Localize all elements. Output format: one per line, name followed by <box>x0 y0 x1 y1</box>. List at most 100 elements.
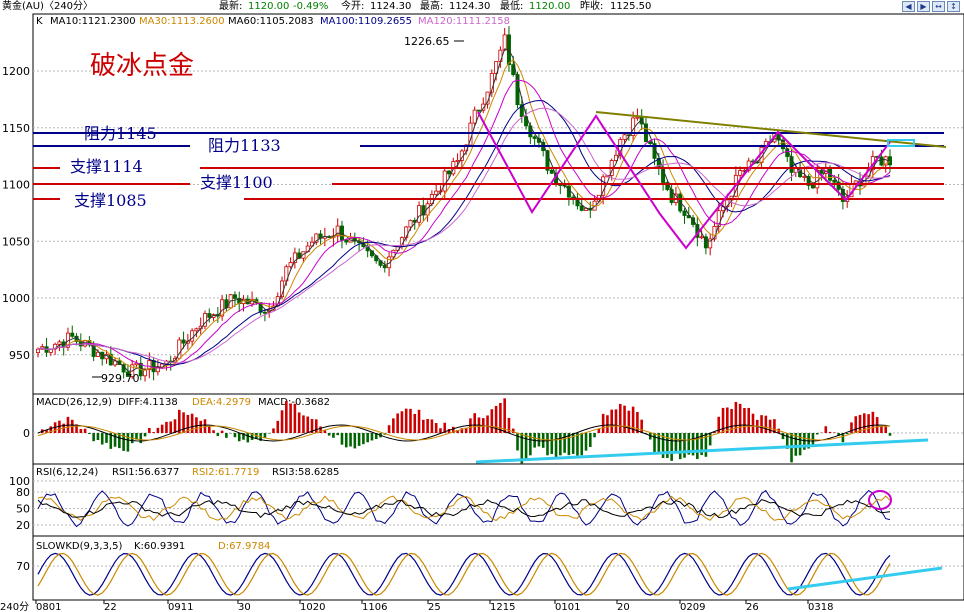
rsi-y-tick-50: 50 <box>16 503 30 516</box>
support-1100-label: 支撑1100 <box>200 173 273 192</box>
latest-value: 1120.00 <box>248 1 290 12</box>
kd-d-line <box>37 552 891 596</box>
y-tick-1200: 1200 <box>2 65 30 78</box>
candle-body <box>314 233 319 243</box>
open-label: 今开: <box>341 1 365 12</box>
rsi-y-tick-20: 20 <box>16 519 30 532</box>
change-value: -0.49% <box>293 1 329 12</box>
candle-body <box>194 328 199 332</box>
candle-body <box>708 238 713 249</box>
expand-icon[interactable]: ↔ <box>932 1 945 12</box>
candle-body <box>134 362 139 366</box>
candle-body <box>699 236 704 239</box>
macd-y-tick: 0 <box>23 427 30 440</box>
support-1085-label: 支撑1085 <box>74 191 147 210</box>
ma30-line <box>37 59 891 371</box>
peak-label: 1226.65 <box>404 35 450 48</box>
x-tick-20: 20 <box>617 602 630 612</box>
zoom-icon[interactable]: ↕ <box>947 1 960 12</box>
candle-body <box>434 190 439 195</box>
candle-body <box>618 139 623 156</box>
scroll-right-icon[interactable]: ▶ <box>917 1 930 12</box>
ma30-label: MA30:1113.2600 <box>139 16 225 27</box>
chart-title: 破冰点金 <box>90 51 194 81</box>
candle-body <box>408 220 413 228</box>
x-tick-1020: 1020 <box>300 602 325 612</box>
rsi-line-2 <box>37 495 891 522</box>
y-tick-1150: 1150 <box>2 122 30 135</box>
quote-header: 黄金(AU)〈240分〉 最新: 1120.00 -0.49% 今开: 1124… <box>0 0 964 14</box>
candle-body <box>481 103 486 111</box>
x-tick-1106: 1106 <box>362 602 387 612</box>
scroll-left-icon[interactable]: ◀ <box>902 1 915 12</box>
candle-body <box>220 299 225 317</box>
dea-line <box>37 425 891 441</box>
support-1114-label: 支撑1114 <box>70 157 143 176</box>
resistance-1145-label: 阻力1145 <box>84 124 157 143</box>
prev-close-value: 1125.50 <box>610 1 652 12</box>
candle-body <box>447 170 452 175</box>
kd-y-tick: 70 <box>16 560 30 573</box>
rsi-y-tick-80: 80 <box>16 486 30 499</box>
candle-body <box>571 196 576 199</box>
x-tick-30: 30 <box>238 602 251 612</box>
ma100-line <box>37 99 891 366</box>
candle-body <box>738 170 743 176</box>
macd-label: MACD(26,12,9) <box>36 397 112 408</box>
candle-body <box>489 72 494 93</box>
candle-body <box>382 264 387 269</box>
x-tick-0801: 0801 <box>36 602 61 612</box>
trough-label: 929.70 <box>101 372 140 385</box>
x-tick-0318: 0318 <box>808 602 833 612</box>
rsi-y-tick-100: 100 <box>9 475 30 488</box>
candle-body <box>95 351 100 357</box>
candle-body <box>113 360 118 366</box>
candle-body <box>502 34 507 51</box>
x-axis-unit: 240分 <box>0 601 29 612</box>
candles <box>36 26 893 382</box>
candle-body <box>549 169 554 174</box>
kd-series <box>37 552 891 596</box>
ma120-line <box>37 107 891 364</box>
candle-body <box>665 182 670 190</box>
candle-body <box>151 360 156 373</box>
candle-body <box>442 170 447 192</box>
kd-k-line <box>37 552 891 596</box>
prev-close-label: 昨收: <box>580 1 604 12</box>
price-grid <box>33 70 964 356</box>
candle-body <box>335 225 340 237</box>
latest-label: 最新: <box>219 1 243 12</box>
candle-body <box>682 210 687 216</box>
candle-body <box>70 332 75 337</box>
candle-body <box>669 189 674 203</box>
candle-body <box>648 141 653 145</box>
macd-series <box>36 398 892 464</box>
candle-body <box>810 185 815 189</box>
candle-body <box>802 176 807 178</box>
x-tick-1215: 1215 <box>490 602 515 612</box>
candle-body <box>532 136 537 139</box>
candle-body <box>888 156 893 166</box>
open-value: 1124.30 <box>370 1 412 12</box>
kd-label: SLOWKD(9,3,3,5) <box>36 541 122 552</box>
x-tick-0101: 0101 <box>555 602 580 612</box>
diff-line <box>37 424 891 442</box>
rsi2-label: RSI2:61.7719 <box>192 467 259 478</box>
ma60-label: MA60:1105.2083 <box>228 16 314 27</box>
candle-body <box>421 205 426 216</box>
low-value: 1120.00 <box>529 1 571 12</box>
candle-body <box>472 109 477 124</box>
candle-body <box>202 313 207 327</box>
candle-body <box>494 61 499 74</box>
x-tick-26: 26 <box>746 602 759 612</box>
kd-trendline <box>787 566 943 591</box>
rsi-highlight-circle <box>868 490 892 510</box>
y-tick-1100: 1100 <box>2 179 30 192</box>
candle-body <box>288 262 293 268</box>
candle-body <box>339 225 344 241</box>
candle-body <box>57 341 62 345</box>
date-axis: 0801 22 0911 30 1020 1106 25 1215 0101 20 0209 26 03… <box>0 600 833 612</box>
rsi-line-3 <box>37 499 891 519</box>
candle-body <box>635 116 640 119</box>
